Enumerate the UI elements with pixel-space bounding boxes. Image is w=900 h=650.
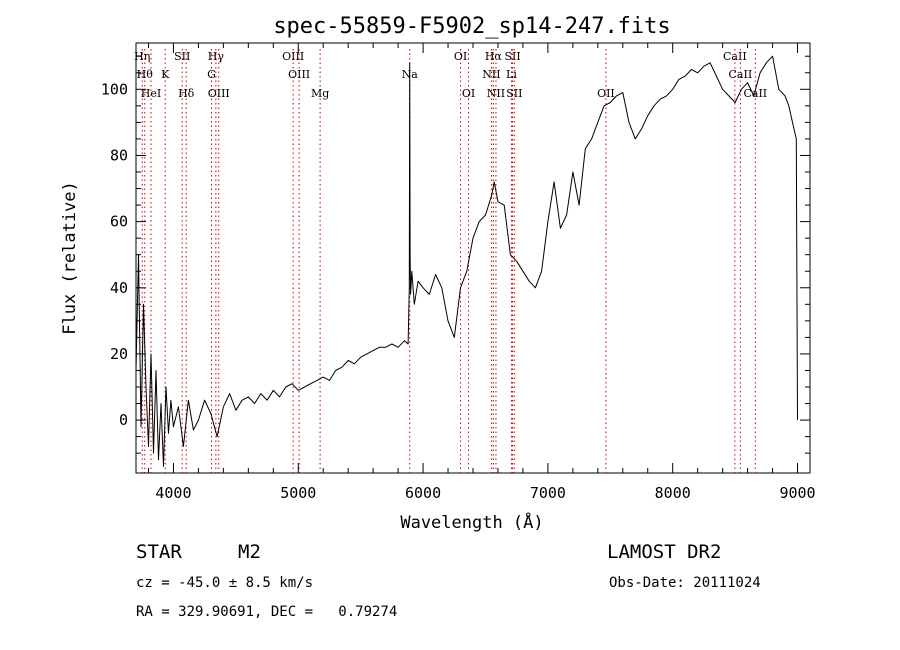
spectral-line-label: OII (597, 87, 615, 100)
spectral-line-label: OI (462, 87, 475, 100)
spectral-line-label: Li (506, 68, 517, 81)
spectral-line-label: G (207, 68, 216, 81)
spectral-line-label: Hγ (208, 50, 225, 63)
spectral-line-label: HeI (141, 87, 161, 100)
y-tick-label: 100 (101, 80, 128, 98)
spectral-line-label: NII (482, 68, 500, 81)
spectrum-series (135, 55, 798, 467)
object-type: STAR (136, 541, 182, 563)
spectral-line-label: K (161, 68, 170, 81)
y-axis-label: Flux (relative) (60, 181, 80, 335)
spectral-line-label: Hη (134, 50, 150, 63)
chart-title: spec-55859-F5902_sp14-247.fits (273, 14, 670, 39)
spectral-line-label: CaII (743, 87, 767, 100)
spectral-line-label: Hδ (178, 87, 195, 100)
spectral-line-label: Hθ (137, 68, 154, 81)
y-tick-label: 60 (110, 213, 128, 231)
x-tick-label: 7000 (530, 484, 566, 502)
spectral-line-label: SII (174, 50, 190, 63)
survey-name: LAMOST DR2 (607, 541, 722, 563)
y-tick-label: 0 (119, 411, 128, 429)
x-tick-label: 6000 (405, 484, 441, 502)
spectral-line-label: OI (454, 50, 467, 63)
observation-date: Obs-Date: 20111024 (609, 575, 761, 591)
spectral-line-markers: HηHθHeIKSIIHδHγGOIIIOIIIOIIIMgNaOIOIHαNI… (134, 49, 767, 473)
x-axis-label: Wavelength (Å) (400, 511, 543, 533)
spectral-line-label: OIII (288, 68, 310, 81)
spectral-line-label: OIII (282, 50, 304, 63)
axes: 4000 5000 6000 7000 8000 9000 0 20 40 60 80 100 (101, 42, 816, 502)
spectral-line-label: Hα (485, 50, 503, 63)
x-tick-label: 8000 (655, 484, 691, 502)
x-tick-label: 5000 (280, 484, 316, 502)
y-tick-label: 40 (110, 279, 128, 297)
coordinates-readout: RA = 329.90691, DEC = 0.79274 (136, 604, 398, 620)
spectral-line-label: SII (504, 50, 520, 63)
spectral-line-label: SII (506, 87, 522, 100)
spectrum-line (135, 55, 798, 467)
spectral-line-label: CaII (723, 50, 747, 63)
redshift-readout: cz = -45.0 ± 8.5 km/s (136, 575, 314, 591)
x-tick-label: 4000 (155, 484, 191, 502)
y-tick-label: 80 (110, 146, 128, 164)
y-tick-label: 20 (110, 345, 128, 363)
x-tick-label: 9000 (779, 484, 815, 502)
spectral-line-label: OIII (208, 87, 230, 100)
spectral-line-label: Mg (311, 87, 329, 100)
spectral-line-label: NII (487, 87, 505, 100)
spectral-line-label: CaII (729, 68, 753, 81)
subclass: M2 (238, 541, 261, 563)
